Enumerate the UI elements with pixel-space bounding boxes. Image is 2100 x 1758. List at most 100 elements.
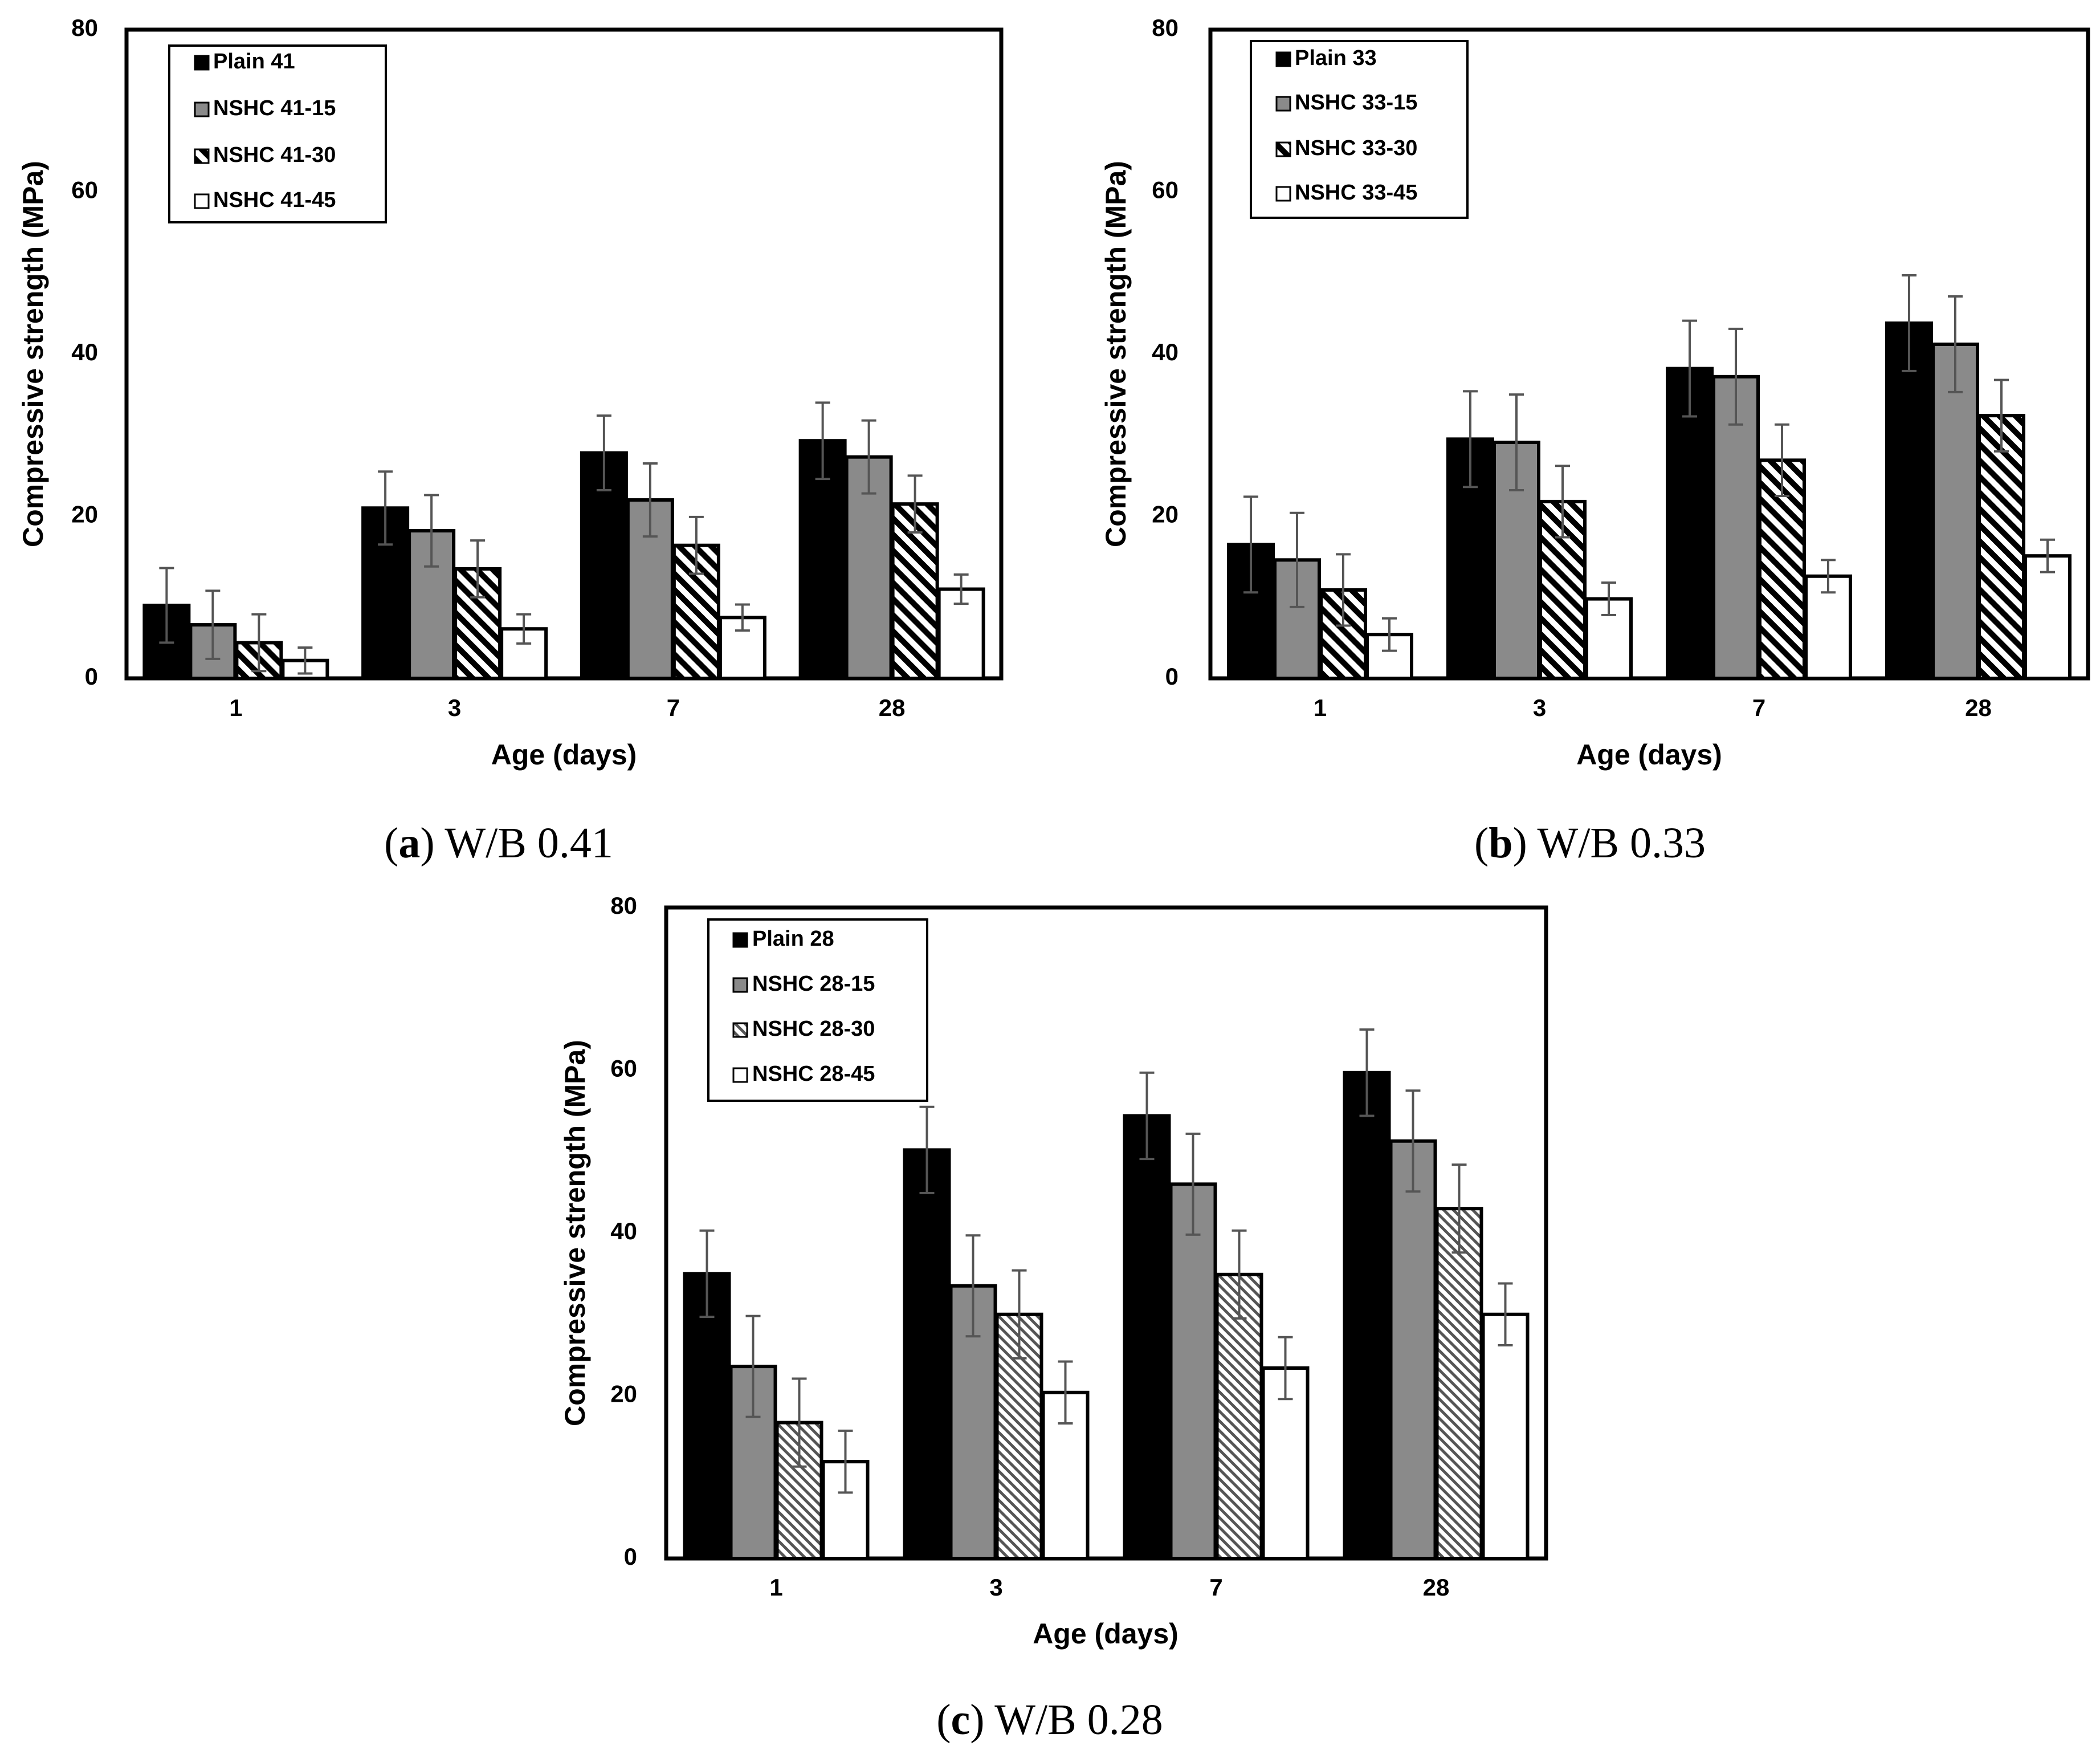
bar-nshc-28-45-day-28 [1481,1312,1530,1560]
legend-swatch [732,1067,748,1083]
x-tick-label: 3 [989,1574,1002,1601]
error-bar [815,401,830,481]
y-tick-label: 20 [71,501,98,528]
bar-nshc-33-30-day-3 [1539,499,1587,681]
x-tick-label: 1 [769,1574,782,1601]
bar-plain-33-day-28 [1885,321,1933,680]
y-tick-labels: 0 20 40 60 80 [610,892,637,1570]
error-bar [838,1429,853,1494]
legend-swatch [1275,96,1291,112]
error-bar [1451,1163,1467,1254]
error-bar [735,603,750,632]
panel-label: c [951,1696,971,1744]
error-bar [1821,559,1836,594]
legend-label: Plain 33 [1295,46,1377,70]
bar-plain-41-day-28 [798,439,847,681]
y-tick-label: 0 [1165,663,1179,690]
plot-frame [124,27,1004,681]
x-axis-label: Age (days) [1033,1618,1179,1650]
legend: Plain 28 NSHC 28-15 NSHC 28-30 NSHC 28-4… [707,918,928,1102]
error-bar [378,470,393,546]
caption-text: W/B 0.28 [994,1696,1163,1744]
error-bar [699,1229,715,1318]
x-axis-label: Age (days) [491,739,637,771]
plot-frame [664,905,1548,1561]
bar-nshc-28-30-day-28 [1435,1207,1483,1561]
error-bar [1498,1282,1513,1346]
error-bar [1336,553,1351,627]
bar-plain-33-day-7 [1666,367,1714,680]
legend-label: NSHC 33-15 [1295,91,1417,115]
error-bar [1902,274,1916,372]
legend: Plain 41 NSHC 41-15 NSHC 41-30 NSHC 41-4… [168,44,387,223]
legend-box [168,44,387,223]
legend-swatch [194,55,210,71]
error-bar [297,646,313,675]
y-tick-label: 0 [624,1543,637,1570]
plot-frame [1208,27,2090,681]
bar-marks [683,1028,1530,1561]
bar-nshc-28-15-day-28 [1389,1139,1437,1560]
legend-entry: Plain 41 [194,50,295,74]
chart-panel-a: 0 20 40 60 80 1 3 7 28 Age (days) Compre… [17,14,1004,867]
legend-entry: NSHC 41-45 [194,188,336,212]
y-tick-label: 40 [610,1218,637,1244]
error-bar [1382,617,1397,652]
legend-label: NSHC 28-15 [752,972,875,996]
legend-swatch [194,193,210,209]
error-bar [1682,319,1697,418]
legend-label: Plain 41 [213,50,295,74]
legend-entry: NSHC 28-30 [732,1017,875,1041]
error-bar [1139,1071,1155,1161]
chart-panel-c: 0 20 40 60 80 1 3 7 28 Age (days) Compre… [559,892,1548,1744]
x-tick-label: 7 [667,694,680,721]
panel-label: a [398,819,420,867]
caption-text: W/B 0.41 [445,819,613,867]
error-bar [919,1105,935,1195]
y-tick-labels: 0 20 40 60 80 [71,14,98,690]
bar-nshc-33-15-day-28 [1931,342,1979,680]
error-bar [907,474,923,534]
legend-swatch [732,932,748,948]
legend-label: NSHC 41-45 [213,188,336,212]
y-tick-label: 80 [1152,14,1179,41]
legend-swatch [1275,51,1291,67]
legend-entry: NSHC 41-15 [194,96,336,120]
x-tick-label: 28 [1423,1574,1450,1601]
error-bar [1243,495,1258,594]
error-bar [516,613,532,645]
panel-caption: (c) W/B 0.28 [936,1696,1163,1744]
y-tick-label: 40 [71,339,98,365]
error-bar [1994,379,2009,453]
error-bar [1185,1132,1201,1236]
bar-plain-28-day-28 [1343,1071,1391,1560]
bar-marks [142,401,985,681]
legend-swatch [732,977,748,993]
legend-swatch [732,1022,748,1038]
bar-nshc-33-45-day-28 [2024,554,2072,681]
x-tick-label: 7 [1209,1574,1222,1601]
panel-label: b [1489,819,1512,867]
error-bar [1012,1269,1027,1360]
y-axis-label: Compressive strength (MPa) [559,1040,591,1426]
legend-label: Plain 28 [752,927,834,951]
y-tick-label: 80 [610,892,637,919]
bar-marks [1227,274,2072,681]
x-tick-label: 28 [1965,694,1992,721]
x-tick-label: 7 [1752,694,1765,721]
x-tick-label: 1 [229,694,242,721]
error-bar [470,539,486,599]
y-tick-label: 60 [610,1055,637,1082]
error-bar [861,419,876,495]
y-tick-label: 20 [610,1381,637,1407]
y-tick-label: 0 [85,663,98,690]
legend-label: NSHC 33-30 [1295,136,1417,160]
y-tick-label: 60 [1152,177,1179,204]
legend: Plain 33 NSHC 33-15 NSHC 33-30 NSHC 33-4… [1250,40,1469,219]
error-bar [1359,1028,1375,1117]
legend-entry: NSHC 28-15 [732,972,875,996]
x-tick-label: 3 [1533,694,1546,721]
error-bar [205,589,221,660]
error-bar [1601,581,1616,617]
